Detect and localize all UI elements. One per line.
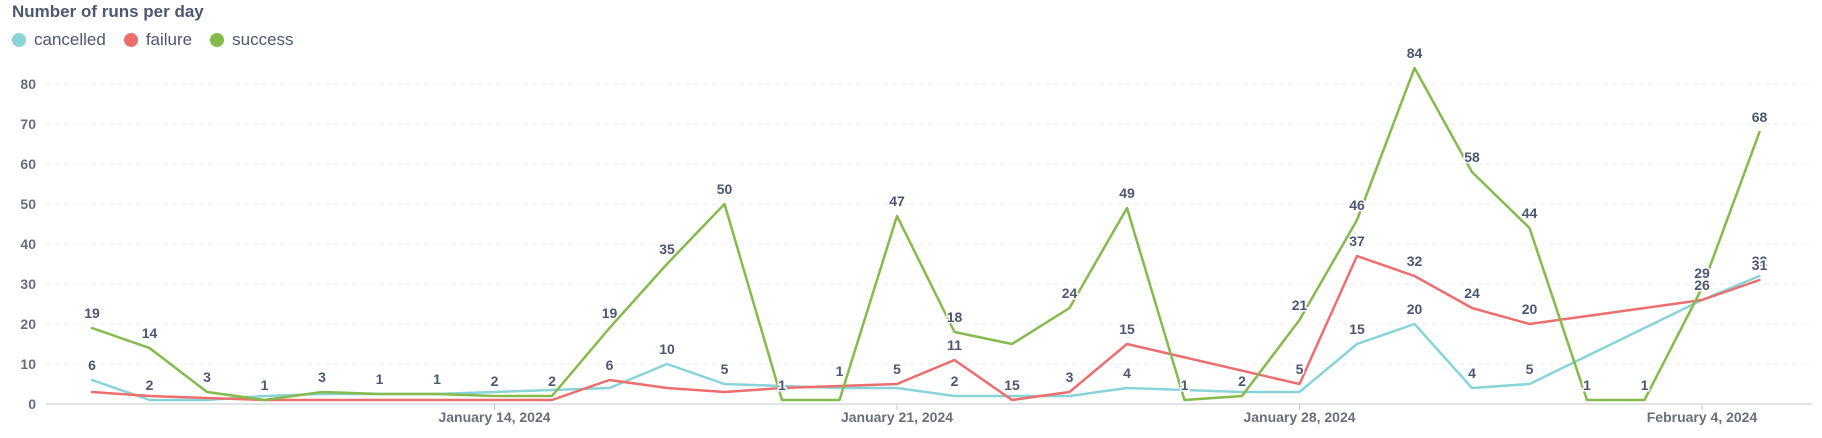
data-label-success-14: 47 [889, 193, 905, 209]
data-label-cancelled-23: 20 [1407, 301, 1423, 317]
x-tick-label-2: January 28, 2024 [1243, 409, 1355, 425]
y-tick-label-20: 20 [20, 316, 36, 332]
data-label-failure-13: 1 [836, 363, 844, 379]
data-label-cancelled-18: 4 [1123, 365, 1131, 381]
legend-label-success: success [232, 30, 294, 49]
data-label-success-24: 58 [1464, 149, 1480, 165]
data-label-success-19: 1 [1181, 377, 1189, 393]
data-label-failure-17: 3 [1066, 369, 1074, 385]
series-line-success [90, 66, 1761, 402]
y-tick-label-40: 40 [20, 236, 36, 252]
y-tick-label-80: 80 [20, 76, 36, 92]
data-label-cancelled-22: 15 [1349, 321, 1365, 337]
data-label-success-2: 3 [203, 369, 211, 385]
data-label-failure-18: 15 [1119, 321, 1135, 337]
series-line-cancelled [90, 274, 1761, 402]
data-label-failure-9: 6 [606, 357, 614, 373]
legend-item-cancelled[interactable]: cancelled [12, 30, 106, 50]
data-label-success-17: 24 [1062, 285, 1078, 301]
data-label-failure-22: 24 [1464, 285, 1480, 301]
data-label-failure-16: 15 [1004, 377, 1020, 393]
series-line-failure [90, 254, 1761, 402]
data-label-failure-14: 5 [893, 361, 901, 377]
data-label-success-18: 49 [1119, 185, 1135, 201]
data-label-success-5: 1 [376, 371, 384, 387]
legend-item-failure[interactable]: failure [123, 30, 193, 50]
data-label-success-12: 1 [778, 377, 786, 393]
data-label-failure-23: 20 [1522, 301, 1538, 317]
data-label-success-21: 21 [1292, 297, 1308, 313]
x-tick-label-3: February 4, 2024 [1647, 409, 1758, 425]
data-label-success-25: 44 [1522, 205, 1538, 221]
x-tick-label-0: January 14, 2024 [438, 409, 550, 425]
y-tick-label-60: 60 [20, 156, 36, 172]
data-label-failure-21: 32 [1407, 253, 1423, 269]
legend-item-success[interactable]: success [210, 30, 294, 50]
y-tick-label-0: 0 [28, 396, 36, 412]
legend-label-failure: failure [145, 30, 193, 49]
data-label-success-8: 2 [548, 373, 556, 389]
data-label-success-15: 18 [947, 309, 963, 325]
data-label-success-23: 84 [1407, 45, 1423, 61]
data-label-cancelled-1: 2 [146, 377, 154, 393]
data-label-failure-20: 37 [1349, 233, 1365, 249]
data-label-cancelled-26: 26 [1694, 277, 1710, 293]
data-label-success-6: 1 [433, 371, 441, 387]
chart-title: Number of runs per day [12, 2, 204, 21]
data-label-success-11: 50 [717, 181, 733, 197]
data-label-success-3: 1 [261, 377, 269, 393]
data-label-cancelled-27: 32 [1752, 253, 1768, 269]
x-tick-label-1: January 21, 2024 [841, 409, 953, 425]
y-tick-label-70: 70 [20, 116, 36, 132]
data-label-success-0: 19 [84, 305, 100, 321]
legend-dot-success [210, 33, 225, 47]
data-label-success-22: 46 [1349, 197, 1365, 213]
data-label-cancelled-15: 2 [951, 373, 959, 389]
data-label-cancelled-24: 4 [1468, 365, 1476, 381]
data-label-success-7: 2 [491, 373, 499, 389]
data-label-success-1: 14 [142, 325, 158, 341]
data-label-success-27: 1 [1641, 377, 1649, 393]
y-tick-label-10: 10 [20, 356, 36, 372]
legend-label-cancelled: cancelled [34, 30, 106, 49]
data-label-cancelled-10: 10 [659, 341, 675, 357]
legend-dot-failure [123, 33, 138, 47]
data-label-cancelled-11: 5 [721, 361, 729, 377]
data-label-failure-15: 11 [947, 337, 962, 353]
data-label-success-26: 1 [1583, 377, 1591, 393]
data-label-failure-19: 5 [1296, 361, 1304, 377]
data-label-failure-25: 31 [1752, 257, 1768, 273]
y-tick-label-30: 30 [20, 276, 36, 292]
data-label-success-10: 35 [659, 241, 675, 257]
data-label-success-9: 19 [602, 305, 618, 321]
data-label-cancelled-25: 5 [1526, 361, 1534, 377]
data-label-success-4: 3 [318, 369, 326, 385]
legend-dot-cancelled [12, 33, 26, 47]
data-label-success-28: 29 [1694, 265, 1710, 281]
data-label-cancelled-0: 6 [88, 357, 96, 373]
data-label-success-29: 68 [1752, 109, 1768, 125]
data-label-success-20: 2 [1238, 373, 1246, 389]
legend: cancelled failure success [12, 30, 294, 50]
y-tick-label-50: 50 [20, 196, 36, 212]
